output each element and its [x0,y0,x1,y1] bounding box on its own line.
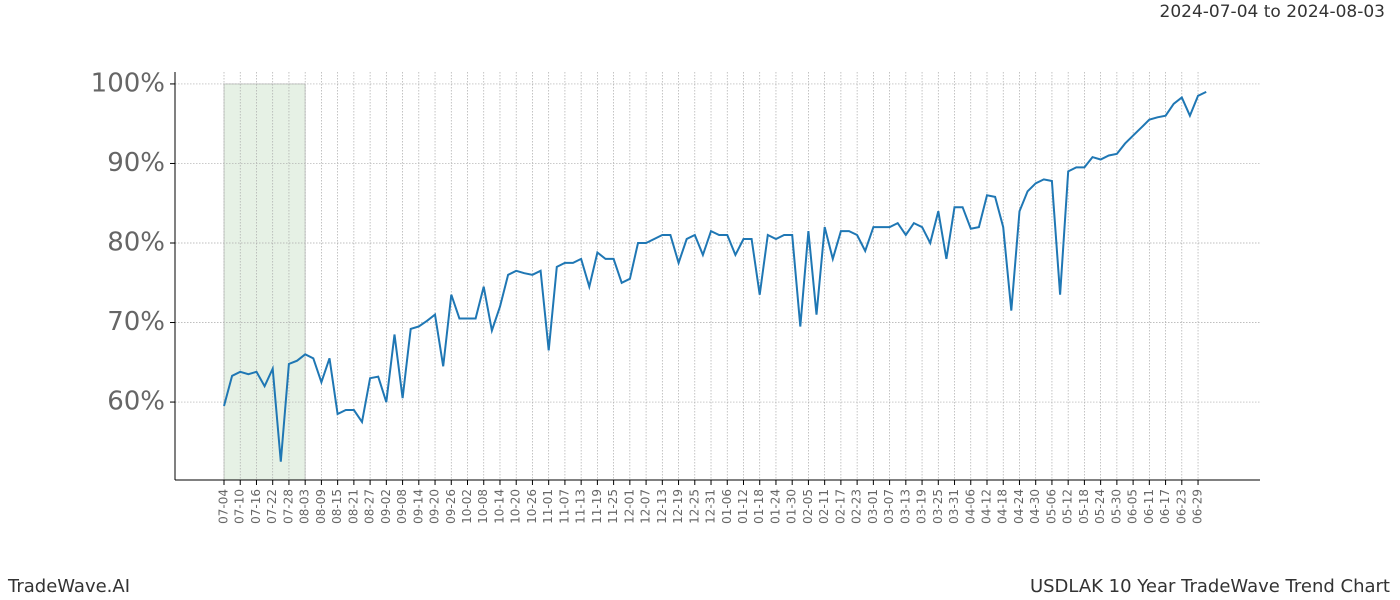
x-tick-label: 02-23 [850,489,864,524]
x-tick-label: 09-20 [428,489,442,524]
x-tick-label: 10-20 [509,489,523,524]
y-tick-label: 70% [107,307,165,337]
x-tick-label: 08-09 [314,489,328,524]
x-tick-label: 05-24 [1093,489,1107,524]
footer-left: TradeWave.AI [7,576,130,597]
y-tick-label: 60% [107,387,165,417]
x-tick-label: 01-12 [736,489,750,524]
x-tick-label: 09-08 [395,489,409,524]
x-tick-label: 11-13 [574,489,588,524]
x-tick-label: 06-11 [1142,489,1156,524]
x-tick-label: 06-05 [1126,489,1140,524]
x-tick-label: 12-01 [622,489,636,524]
x-tick-label: 11-07 [557,489,571,524]
x-tick-label: 09-02 [379,489,393,524]
x-tick-label: 06-29 [1191,489,1205,524]
x-tick-label: 08-03 [298,489,312,524]
x-tick-label: 05-06 [1044,489,1058,524]
x-tick-label: 03-19 [915,489,929,524]
chart-title: 2024-07-04 to 2024-08-03 [1160,2,1385,22]
x-tick-label: 11-01 [541,489,555,524]
x-tick-label: 12-19 [671,489,685,524]
x-tick-label: 04-18 [996,489,1010,524]
data-line [223,91,1207,462]
x-tick-label: 09-26 [444,489,458,524]
x-tick-label: 07-22 [265,489,279,524]
x-tick-label: 10-08 [476,489,490,524]
x-tick-label: 02-05 [801,489,815,524]
x-tick-label: 12-07 [639,489,653,524]
x-tick-label: 12-13 [655,489,669,524]
x-tick-label: 01-24 [768,489,782,524]
x-tick-label: 10-02 [460,489,474,524]
x-tick-label: 05-30 [1109,489,1123,524]
x-tick-label: 08-21 [346,489,360,524]
y-tick-label: 80% [107,227,165,257]
x-tick-label: 07-04 [217,489,231,524]
x-tick-label: 05-12 [1061,489,1075,524]
x-tick-label: 06-17 [1158,489,1172,524]
x-tick-label: 01-18 [752,489,766,524]
highlight-span [223,83,306,481]
x-tick-label: 12-31 [704,489,718,524]
x-tick-label: 07-16 [249,489,263,524]
x-tick-label: 01-30 [785,489,799,524]
x-tick-label: 10-14 [492,489,506,524]
x-tick-label: 11-25 [606,489,620,524]
x-tick-label: 04-24 [1012,489,1026,524]
x-tick-label: 07-10 [233,489,247,524]
x-tick-label: 08-15 [330,489,344,524]
x-tick-label: 04-12 [979,489,993,524]
footer-right: USDLAK 10 Year TradeWave Trend Chart [1030,576,1390,597]
x-tick-label: 02-17 [833,489,847,524]
x-tick-label: 11-19 [590,489,604,524]
x-tick-label: 12-25 [687,489,701,524]
x-tick-label: 02-11 [817,489,831,524]
x-tick-label: 04-30 [1028,489,1042,524]
x-tick-label: 01-06 [720,489,734,524]
x-tick-label: 03-31 [947,489,961,524]
x-tick-label: 03-07 [882,489,896,524]
y-tick-label: 90% [107,148,165,178]
x-tick-label: 09-14 [411,489,425,524]
x-tick-label: 03-13 [898,489,912,524]
y-tick-label: 100% [91,68,165,98]
x-tick-label: 10-26 [525,489,539,524]
x-tick-label: 08-27 [363,489,377,524]
x-tick-label: 06-23 [1174,489,1188,524]
x-tick-label: 05-18 [1077,489,1091,524]
x-tick-label: 03-25 [931,489,945,524]
x-tick-label: 04-06 [963,489,977,524]
x-tick-label: 07-28 [281,489,295,524]
x-tick-label: 03-01 [866,489,880,524]
